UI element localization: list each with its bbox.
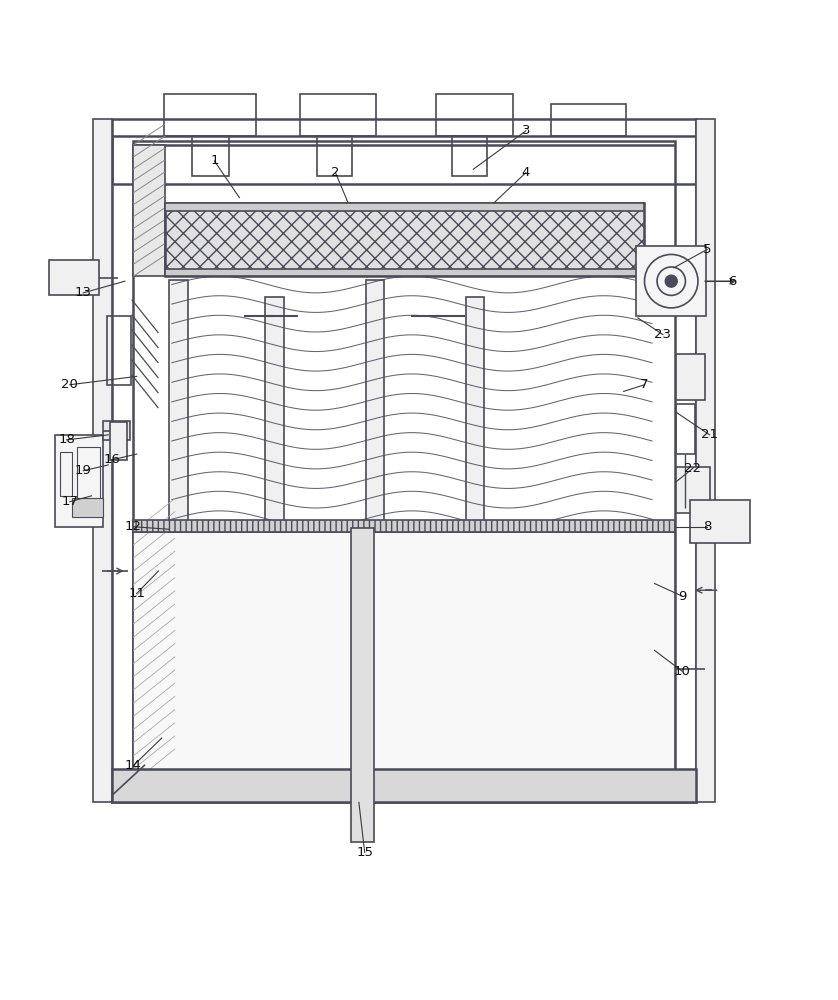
Text: 6: 6	[728, 275, 737, 288]
Text: 15: 15	[356, 846, 373, 859]
Text: 16: 16	[103, 453, 120, 466]
Text: 3: 3	[522, 124, 530, 137]
Text: 22: 22	[685, 462, 701, 475]
Bar	[266, 297, 284, 532]
Bar	[165, 203, 644, 211]
Bar	[111, 136, 696, 184]
Text: 20: 20	[61, 378, 78, 391]
Text: 13: 13	[75, 286, 91, 299]
Bar	[169, 280, 188, 532]
Bar	[696, 119, 715, 802]
Bar	[551, 104, 626, 136]
Bar	[317, 136, 352, 176]
Text: 4: 4	[522, 166, 530, 179]
Bar	[192, 136, 230, 176]
Bar	[93, 119, 111, 802]
Bar	[133, 532, 675, 782]
Circle shape	[665, 275, 677, 287]
Text: 12: 12	[125, 520, 142, 533]
Text: 10: 10	[674, 665, 691, 678]
Bar	[54, 435, 103, 527]
Text: 23: 23	[654, 328, 671, 341]
Text: 5: 5	[703, 243, 711, 256]
Bar	[676, 354, 706, 400]
Text: 21: 21	[701, 428, 718, 441]
Bar	[111, 769, 696, 802]
Text: 11: 11	[128, 587, 145, 600]
Text: 2: 2	[331, 166, 339, 179]
Text: 14: 14	[125, 759, 142, 772]
Bar	[133, 141, 675, 782]
Bar	[165, 203, 644, 276]
Bar	[133, 145, 165, 276]
Text: 19: 19	[75, 464, 91, 477]
Bar	[350, 528, 374, 842]
Bar	[107, 316, 131, 385]
Bar	[436, 94, 513, 136]
Bar	[466, 297, 484, 532]
Text: 17: 17	[61, 495, 79, 508]
Bar	[676, 404, 695, 454]
Bar	[111, 119, 696, 802]
Bar	[676, 467, 710, 513]
Bar	[71, 498, 103, 517]
Text: 9: 9	[678, 590, 686, 603]
Bar	[110, 422, 127, 460]
Bar	[365, 280, 384, 532]
Bar	[453, 136, 488, 176]
Bar	[165, 203, 644, 276]
Bar	[690, 500, 750, 543]
Text: 18: 18	[58, 433, 75, 446]
Bar	[49, 260, 99, 295]
Bar	[165, 269, 644, 276]
Bar	[164, 94, 256, 136]
Text: 1: 1	[210, 154, 219, 167]
Bar	[59, 452, 72, 496]
Text: 8: 8	[703, 520, 711, 533]
Bar	[103, 421, 130, 440]
Bar	[636, 246, 706, 316]
Bar	[76, 447, 100, 502]
Bar	[133, 520, 675, 532]
Bar	[300, 94, 375, 136]
Text: 7: 7	[640, 378, 649, 391]
